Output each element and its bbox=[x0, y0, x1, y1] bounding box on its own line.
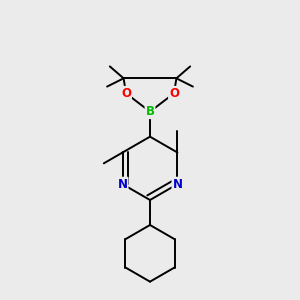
Text: N: N bbox=[118, 178, 128, 191]
Text: O: O bbox=[121, 87, 131, 100]
Text: O: O bbox=[169, 87, 179, 100]
Text: N: N bbox=[172, 178, 182, 191]
Text: B: B bbox=[146, 105, 154, 118]
